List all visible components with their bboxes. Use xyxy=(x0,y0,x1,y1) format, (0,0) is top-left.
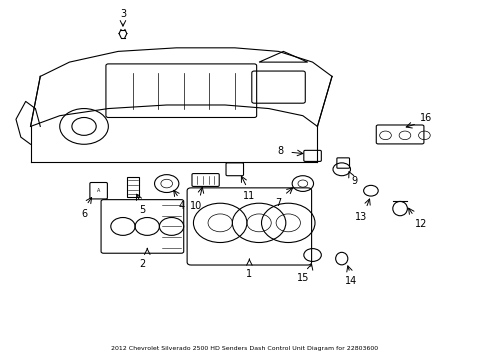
Text: 16: 16 xyxy=(419,113,431,123)
Text: 7: 7 xyxy=(275,198,281,208)
Polygon shape xyxy=(259,51,307,62)
Text: 2: 2 xyxy=(139,258,145,269)
Text: 5: 5 xyxy=(139,205,145,215)
Text: 12: 12 xyxy=(414,219,426,229)
Text: 2012 Chevrolet Silverado 2500 HD Senders Dash Control Unit Diagram for 22803600: 2012 Chevrolet Silverado 2500 HD Senders… xyxy=(111,346,377,351)
Text: 13: 13 xyxy=(354,212,366,222)
Text: 9: 9 xyxy=(351,176,357,186)
Text: 1: 1 xyxy=(246,269,252,279)
Text: 4: 4 xyxy=(178,202,184,211)
Text: 11: 11 xyxy=(243,191,255,201)
Text: 8: 8 xyxy=(277,147,283,157)
Text: 15: 15 xyxy=(296,273,308,283)
Text: 3: 3 xyxy=(120,9,126,19)
Text: 6: 6 xyxy=(81,208,87,219)
Text: 10: 10 xyxy=(189,202,202,211)
Text: A: A xyxy=(97,188,100,193)
Text: 14: 14 xyxy=(345,276,357,287)
